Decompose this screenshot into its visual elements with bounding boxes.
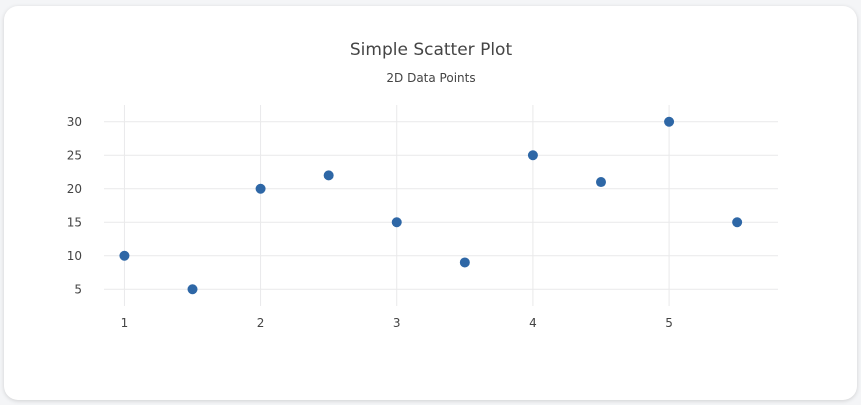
data-points [119, 116, 743, 295]
data-point [187, 284, 198, 295]
x-tick-label: 5 [665, 316, 673, 330]
y-tick-label: 30 [67, 115, 82, 129]
data-point [595, 177, 606, 188]
data-point [255, 183, 266, 194]
x-tick-label: 4 [529, 316, 537, 330]
chart-subtitle: 2D Data Points [386, 71, 475, 85]
y-axis-ticks: 5 10 15 20 25 30 [67, 115, 82, 297]
y-tick-label: 25 [67, 148, 82, 162]
data-point [664, 116, 675, 127]
data-point [323, 170, 334, 181]
data-point [119, 250, 130, 261]
y-tick-label: 5 [74, 282, 82, 296]
y-tick-label: 10 [67, 249, 82, 263]
x-tick-label: 3 [393, 316, 401, 330]
data-point [391, 217, 402, 228]
x-tick-label: 1 [121, 316, 129, 330]
y-tick-label: 15 [67, 215, 82, 229]
y-tick-label: 20 [67, 182, 82, 196]
data-point [527, 150, 538, 161]
x-tick-label: 2 [257, 316, 265, 330]
x-axis-ticks: 1 2 3 4 5 [121, 316, 673, 330]
data-point [732, 217, 743, 228]
grid-lines [104, 105, 778, 306]
chart-title: Simple Scatter Plot [350, 40, 513, 60]
data-point [459, 257, 470, 268]
chart-card [4, 6, 857, 400]
